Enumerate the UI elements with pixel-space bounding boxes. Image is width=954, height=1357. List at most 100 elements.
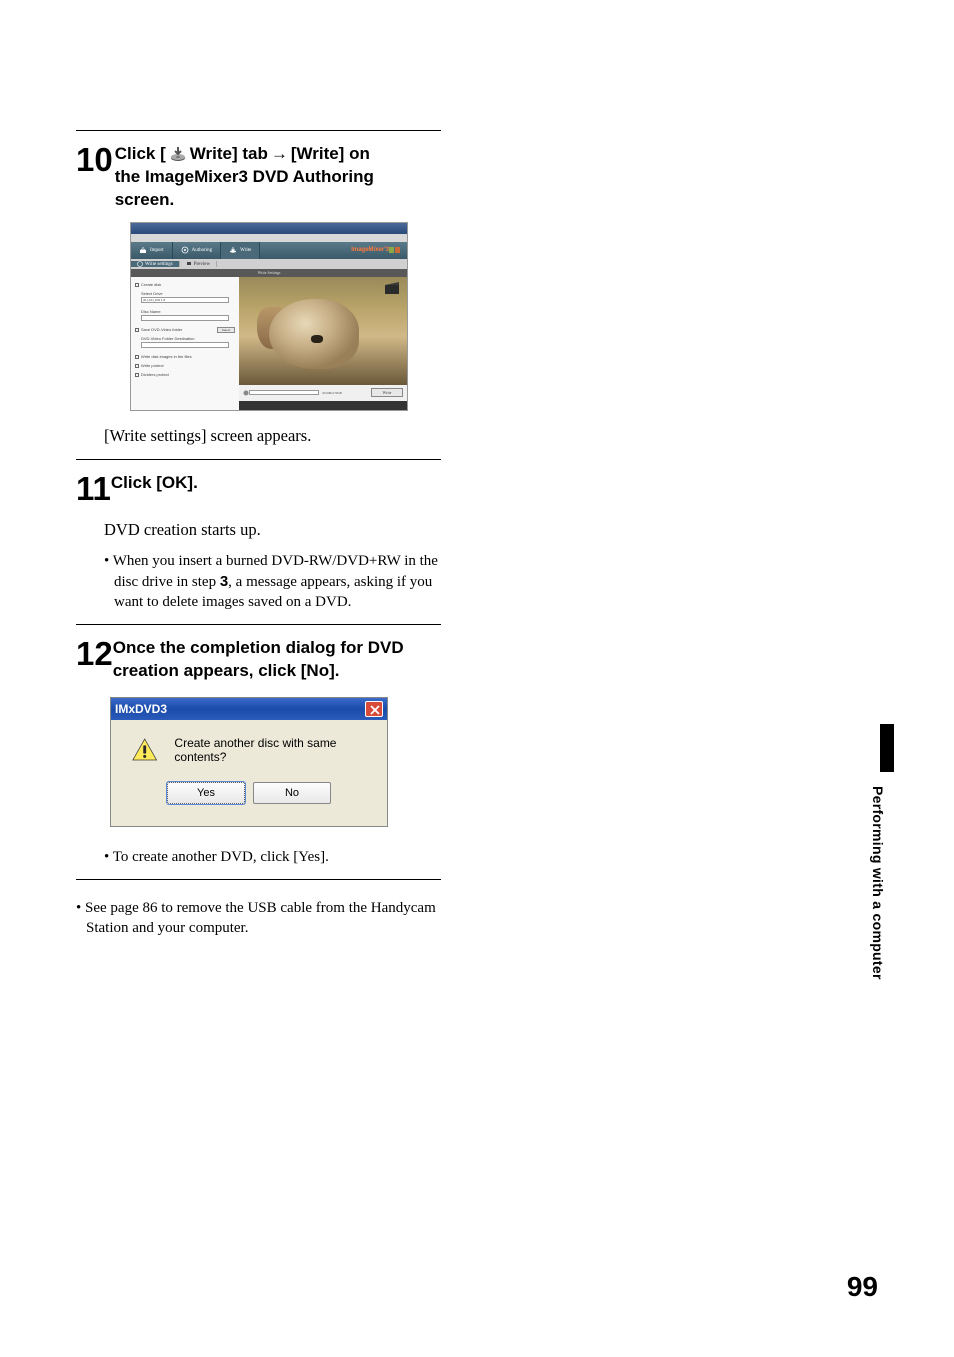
ss1-preview-panel: 453.6M/4.70GB Write (239, 277, 407, 411)
step-12-block: 12Once the completion dialog for DVD cre… (76, 637, 441, 867)
save-folder-checkbox[interactable] (135, 328, 139, 332)
authoring-icon (181, 246, 189, 254)
close-icon (366, 702, 384, 718)
write-button[interactable]: Write (371, 388, 403, 397)
footer-bullet: See page 86 to remove the USB cable from… (76, 898, 441, 939)
step-10-body: [Write settings] screen appears. (104, 425, 441, 447)
preview-subtab[interactable]: Preview (180, 261, 217, 267)
write-settings-subtab[interactable]: Write settings (131, 261, 180, 267)
gear-icon (137, 261, 143, 267)
step-11-number: 11 (76, 470, 111, 507)
step-10-write-tab: Write] tab (190, 143, 268, 166)
ss1-bottombar: 453.6M/4.70GB Write (239, 385, 407, 401)
step-10-write-on: [Write] on (291, 143, 370, 166)
bullet-step-num: 3 (220, 573, 228, 590)
dialog-screenshot: IMxDVD3 Create another disc with same co… (110, 697, 388, 827)
step-11-heading-text: Click [OK]. (111, 473, 198, 492)
step-11-bullet: When you insert a burned DVD-RW/DVD+RW i… (104, 551, 441, 612)
progress-bar (249, 390, 319, 395)
import-icon (139, 246, 147, 254)
ss1-subheader: Write Settings (131, 269, 407, 277)
close-button[interactable] (365, 701, 383, 717)
write-iso-label: Write disk images in the files (141, 354, 192, 359)
dialog-body: Create another disc with same contents? … (111, 720, 387, 818)
create-disc-label: Create disk (141, 282, 161, 287)
dialog-buttons: Yes No (125, 782, 373, 804)
folder-dest-label: DVD-Video Folder Destination (141, 336, 235, 341)
content-column: 10 Click [ Write] tab → [Write] on the I… (76, 120, 441, 939)
disc-name-input[interactable] (141, 315, 229, 321)
step-10-block: 10 Click [ Write] tab → [Write] on the I… (76, 143, 441, 447)
dog-head (269, 299, 359, 369)
step-10-click: Click [ (115, 143, 166, 166)
rule (76, 130, 441, 131)
write-tab-icon (229, 246, 237, 254)
logo-text: ImageMixer'3 (351, 247, 389, 253)
dividers-row: Dividers protect (135, 372, 235, 377)
write-disc-icon (169, 146, 187, 162)
dialog-message-row: Create another disc with same contents? (125, 736, 373, 764)
ss1-titlebar (131, 223, 407, 234)
import-label: Import (150, 248, 164, 253)
write-iso-checkbox[interactable] (135, 355, 139, 359)
rule (76, 624, 441, 625)
step-11-heading: 11Click [OK]. (76, 472, 441, 505)
ss1-body: Create disk Select Drive [D:] A3J_DW 1.8… (131, 277, 407, 411)
dialog-titlebar: IMxDVD3 (111, 698, 387, 720)
disc-name-label: Disc Name (141, 309, 235, 314)
step-10-heading: 10 Click [ Write] tab → [Write] on the I… (76, 143, 441, 212)
ss1-toolbar: Import Authoring Write ImageMixer'3 (131, 242, 407, 259)
step-10-line2: the ImageMixer3 DVD Authoring screen. (115, 167, 374, 209)
rule (76, 879, 441, 880)
disc-name-group: Disc Name (135, 309, 235, 321)
arrow-icon: → (271, 143, 288, 166)
save-folder-row: Save DVD-Video folder Select (135, 327, 235, 332)
step-10-number: 10 (76, 141, 113, 178)
ss1-subbar: Write settings Preview (131, 259, 407, 269)
imagemixer-logo: ImageMixer'3 (351, 247, 401, 253)
select-drive-group: Select Drive [D:] A3J_DW 1.8 (135, 291, 235, 303)
dividers-checkbox[interactable] (135, 373, 139, 377)
select-folder-button[interactable]: Select (217, 327, 235, 333)
step-12-bullet: To create another DVD, click [Yes]. (104, 847, 441, 867)
dividers-label: Dividers protect (141, 372, 169, 377)
write-protect-checkbox[interactable] (135, 364, 139, 368)
write-iso-row: Write disk images in the files (135, 354, 235, 359)
write-settings-label: Write settings (145, 262, 173, 267)
save-folder-label: Save DVD-Video folder (141, 327, 182, 332)
select-drive-label: Select Drive (141, 291, 235, 296)
yes-button[interactable]: Yes (167, 782, 245, 804)
preview-label: Preview (194, 262, 210, 267)
dialog-message: Create another disc with same contents? (174, 736, 373, 764)
step-11-block: 11Click [OK]. DVD creation starts up. Wh… (76, 472, 441, 612)
dialog-title: IMxDVD3 (115, 702, 167, 716)
ss1-left-panel: Create disk Select Drive [D:] A3J_DW 1.8… (131, 277, 239, 411)
warning-icon (131, 736, 158, 764)
step-12-number: 12 (76, 635, 113, 672)
drive-select[interactable]: [D:] A3J_DW 1.8 (141, 297, 229, 303)
step-12-heading: 12Once the completion dialog for DVD cre… (76, 637, 441, 683)
rule (76, 459, 441, 460)
progress-text: 453.6M/4.70GB (322, 391, 342, 395)
authoring-label: Authoring (192, 248, 213, 253)
no-button[interactable]: No (253, 782, 331, 804)
ss1-menubar (131, 234, 407, 242)
create-disc-row: Create disk (135, 282, 235, 287)
folder-dest-input[interactable] (141, 342, 229, 348)
imagemixer-screenshot: Import Authoring Write ImageMixer'3 Writ… (130, 222, 408, 411)
ss1-write-tab[interactable]: Write (221, 242, 260, 259)
step-11-body: DVD creation starts up. (104, 519, 441, 541)
ss1-import-tab[interactable]: Import (131, 242, 173, 259)
dog-preview-image (239, 277, 407, 385)
create-disc-checkbox[interactable] (135, 283, 139, 287)
logo-film-icon (389, 247, 401, 253)
dog-nose (311, 335, 323, 343)
preview-icon (186, 261, 192, 267)
ss1-authoring-tab[interactable]: Authoring (173, 242, 222, 259)
side-tab-marker (880, 724, 894, 772)
page-number: 99 (847, 1271, 878, 1303)
folder-dest-group: DVD-Video Folder Destination (135, 336, 235, 348)
write-label: Write (240, 248, 251, 253)
clapperboard-icon (371, 281, 401, 295)
write-protect-row: Write protect (135, 363, 235, 368)
